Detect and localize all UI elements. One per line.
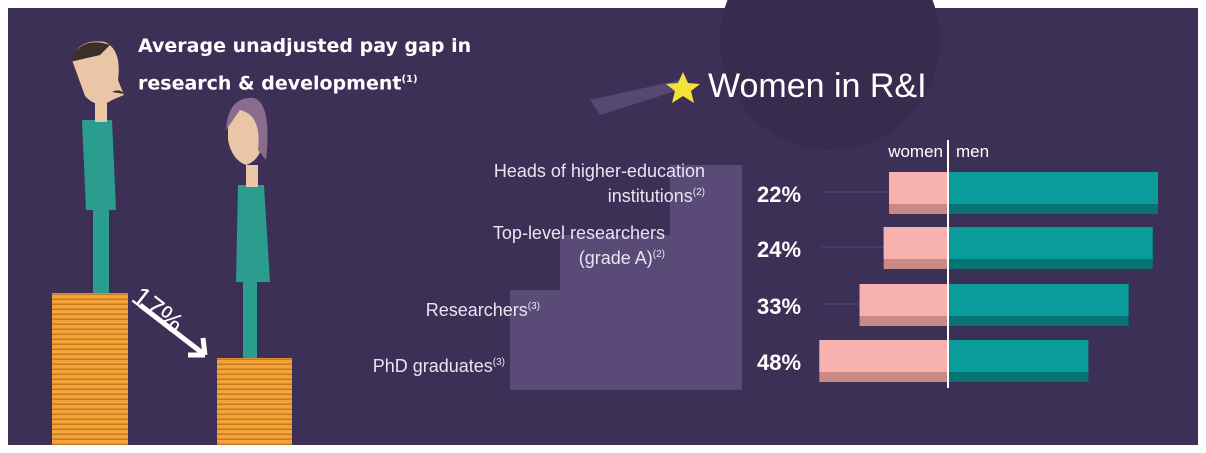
- category-text: PhD graduates: [373, 356, 493, 376]
- value-label: 48%: [757, 350, 801, 375]
- category-text: Researchers: [426, 300, 528, 320]
- category-note: (2): [693, 187, 705, 198]
- legend-label: men: [956, 142, 989, 161]
- bar: [949, 227, 1153, 259]
- chart-title: Women in R&I: [708, 67, 927, 105]
- legend-label: women: [887, 142, 943, 161]
- bar: [889, 172, 948, 204]
- category-label: PhD graduates(3): [300, 352, 505, 377]
- bar: [949, 340, 1088, 372]
- category-label: Top-level researchers (grade A)(2): [465, 222, 665, 269]
- category-text: Top-level researchers (grade A): [493, 223, 665, 268]
- pay-gap-title: Average unadjusted pay gap in research &…: [138, 30, 478, 100]
- infographic: 17% Women in R&I women men 22%24%33%48% …: [0, 0, 1206, 453]
- category-note: (3): [493, 357, 505, 368]
- category-note: (2): [653, 249, 665, 260]
- bar: [819, 340, 948, 372]
- coin-stack: [52, 293, 128, 445]
- bar: [949, 284, 1129, 316]
- category-label: Heads of higher-education institutions(2…: [465, 160, 705, 207]
- value-label: 33%: [757, 294, 801, 319]
- value-label: 22%: [757, 182, 801, 207]
- bar: [949, 172, 1158, 204]
- value-label: 24%: [757, 237, 801, 262]
- category-text: Heads of higher-education institutions: [494, 161, 705, 206]
- coin-stack: [217, 358, 292, 445]
- bar: [884, 227, 948, 259]
- category-label: Researchers(3): [340, 296, 540, 321]
- category-note: (3): [528, 301, 540, 312]
- bar: [860, 284, 948, 316]
